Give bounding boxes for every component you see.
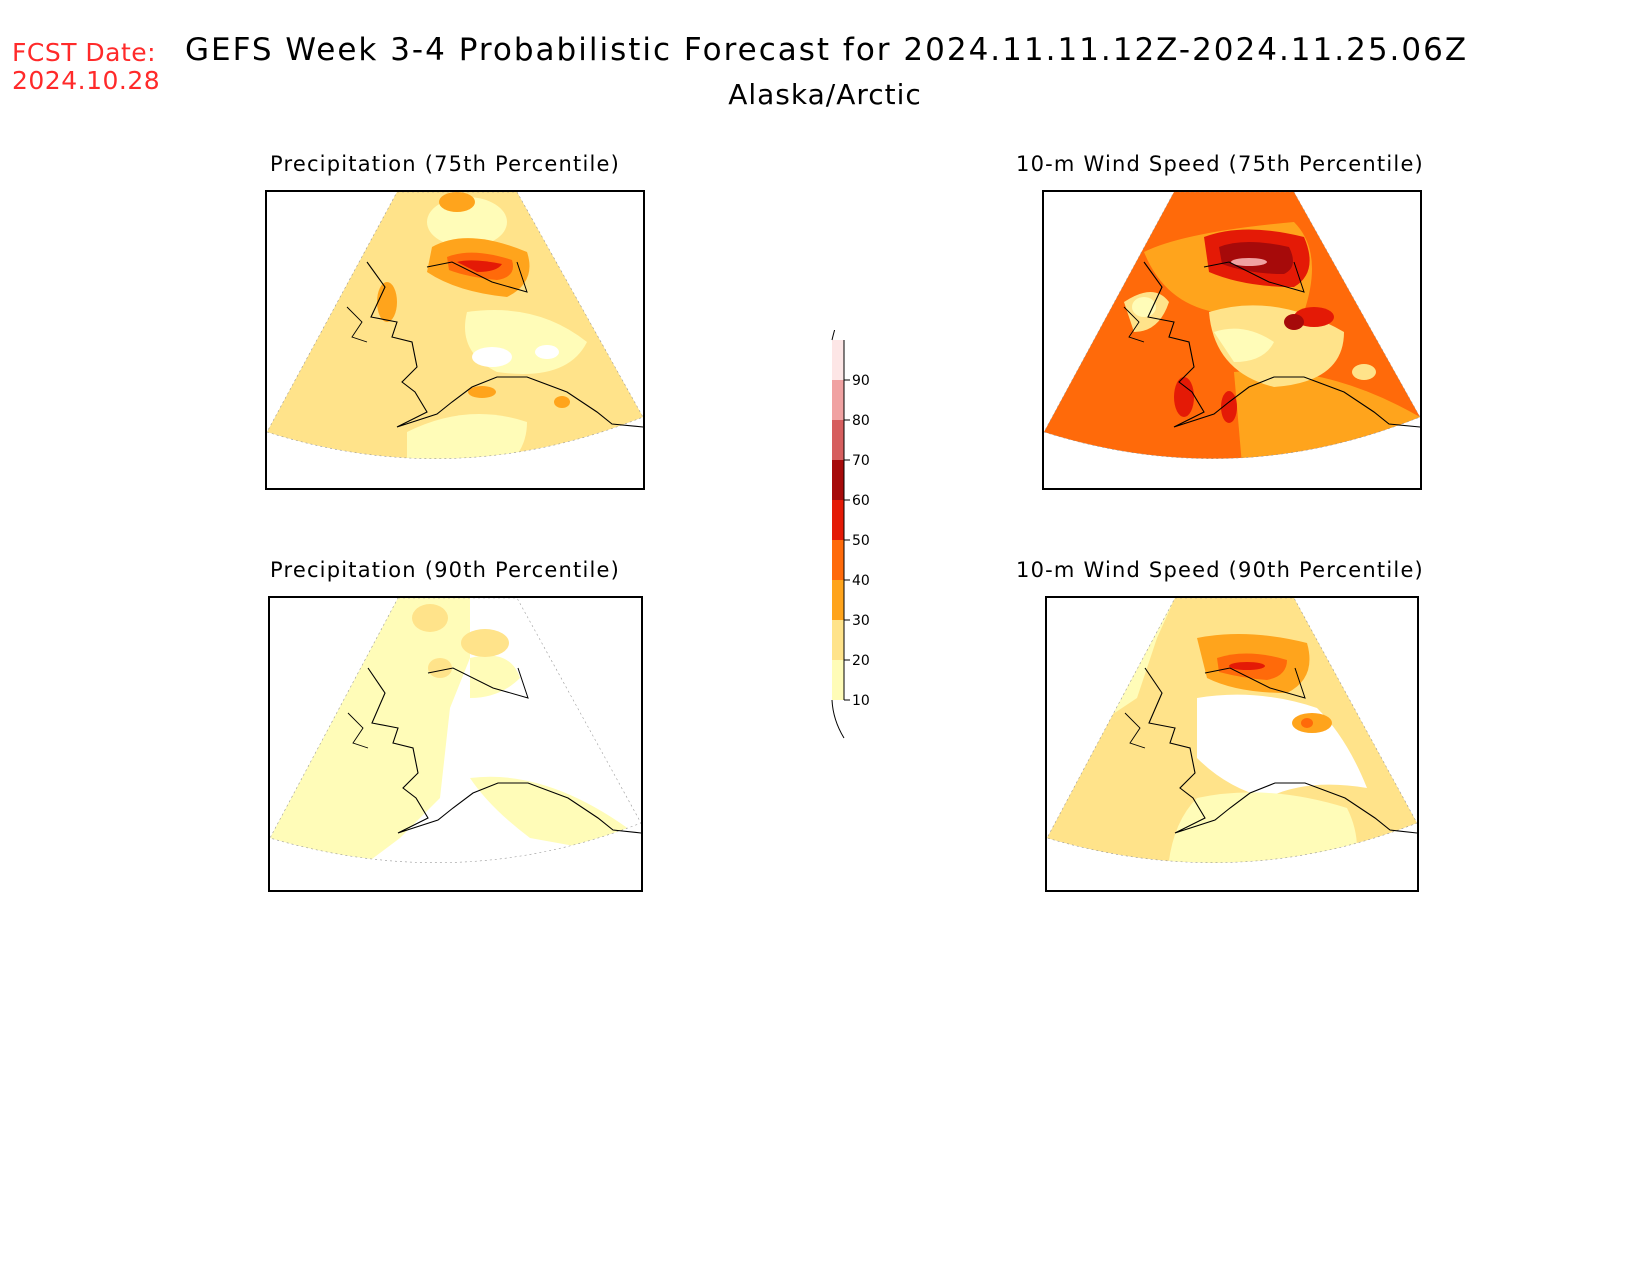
colorbar-svg: 10 20 30 40 50 60 70 80 90	[831, 304, 870, 739]
colorbar-label-80: 80	[852, 413, 870, 429]
colorbar-label-50: 50	[852, 533, 870, 549]
colorbar-legend: 10 20 30 40 50 60 70 80 90	[820, 304, 900, 750]
fcst-date-value: 2024.10.28	[12, 66, 161, 95]
coastline-north	[1204, 667, 1306, 699]
coastline-north	[1203, 261, 1305, 293]
colorbar-label-40: 40	[852, 573, 870, 589]
panel-title-precip-90: Precipitation (90th Percentile)	[269, 558, 621, 582]
colorbar-swatch-6	[832, 420, 844, 460]
colorbar-swatch-2	[832, 580, 844, 620]
map-wind-90	[1045, 596, 1419, 892]
coastline-alaska	[366, 261, 643, 428]
coastline-alaska	[1143, 261, 1420, 428]
colorbar-label-20: 20	[852, 653, 870, 669]
colorbar-swatch-1	[832, 620, 844, 660]
coastline-alaska	[367, 667, 641, 834]
precip90-light-west	[270, 598, 470, 863]
colorbar-swatch-5	[832, 460, 844, 500]
colorbar-top-arrow	[831, 304, 845, 341]
colorbar-label-60: 60	[852, 493, 870, 509]
colorbar-swatch-3	[832, 540, 844, 580]
coastline-north	[427, 667, 529, 699]
colorbar-bottom-arrow	[831, 699, 845, 739]
colorbar-swatch-0	[832, 660, 844, 700]
page-title: GEFS Week 3-4 Probabilistic Forecast for…	[185, 32, 1469, 68]
colorbar-swatch-7	[832, 380, 844, 420]
colorbar-label-90: 90	[852, 373, 870, 389]
map-wind-75	[1042, 190, 1422, 490]
map-precip-75	[265, 190, 645, 490]
colorbar-label-30: 30	[852, 613, 870, 629]
panel-title-wind-75: 10-m Wind Speed (75th Percentile)	[1016, 152, 1424, 176]
panel-title-wind-90: 10-m Wind Speed (90th Percentile)	[1016, 558, 1424, 582]
wind90-light-south	[1167, 792, 1357, 863]
coastline-north	[426, 261, 528, 293]
colorbar-label-10: 10	[852, 693, 870, 709]
fcst-date-label: FCST Date:	[12, 38, 157, 67]
panel-title-precip-75: Precipitation (75th Percentile)	[269, 152, 621, 176]
map-precip-90	[268, 596, 643, 892]
colorbar-swatch-8	[832, 340, 844, 380]
coastline-alaska	[1144, 667, 1417, 834]
colorbar-label-70: 70	[852, 453, 870, 469]
colorbar-swatch-4	[832, 500, 844, 540]
region-subtitle: Alaska/Arctic	[728, 78, 922, 111]
